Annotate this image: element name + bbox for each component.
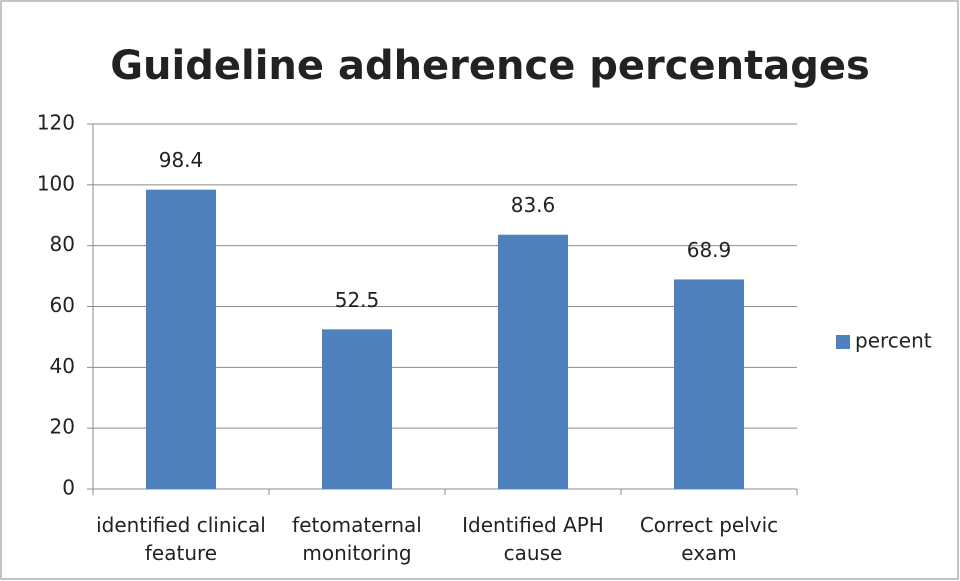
bar: [498, 234, 568, 489]
y-tick-label: 40: [50, 354, 75, 378]
bar: [322, 329, 392, 489]
legend-swatch: [836, 335, 850, 349]
bar: [674, 279, 744, 489]
data-label: 52.5: [335, 288, 380, 312]
bar: [146, 189, 216, 489]
y-tick-label: 120: [37, 111, 75, 135]
data-label: 83.6: [511, 193, 556, 217]
y-tick-label: 80: [50, 232, 75, 256]
data-label: 68.9: [687, 238, 732, 262]
x-tick-label: identified clinical feature: [96, 513, 266, 565]
y-tick-label: 20: [50, 415, 75, 439]
y-tick-label: 100: [37, 171, 75, 195]
x-tick-label: fetomaternal monitoring: [292, 513, 422, 565]
x-tick-label: Correct pelvic exam: [639, 513, 779, 565]
y-tick-label: 0: [62, 476, 75, 500]
data-label: 98.4: [159, 148, 204, 172]
y-tick-label: 60: [50, 293, 75, 317]
legend-label: percent: [855, 329, 932, 353]
x-tick-label: Identified APH cause: [462, 513, 604, 565]
chart-title: Guideline adherence percentages: [110, 43, 870, 89]
